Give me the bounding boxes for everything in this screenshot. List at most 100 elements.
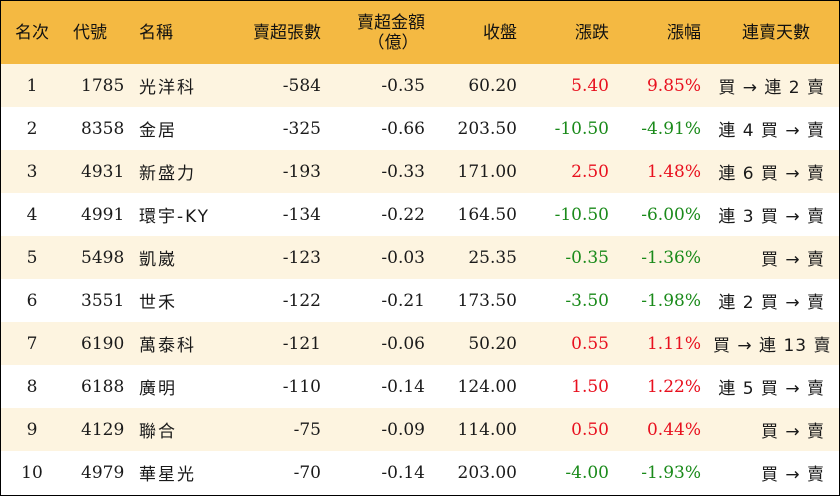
- header-streak[interactable]: 連賣天數: [742, 22, 810, 43]
- change-cell: 2.50: [571, 161, 609, 182]
- table-row[interactable]: 1 1785 光洋科 -584 -0.35 60.20 5.40 9.85% 買…: [1, 64, 839, 107]
- sell-lots-cell: -134: [282, 204, 321, 225]
- pct-cell: 1.11%: [646, 333, 701, 354]
- name-cell[interactable]: 光洋科: [139, 78, 196, 98]
- sell-lots-cell: -121: [282, 333, 321, 354]
- streak-cell: 連 5 買 → 賣: [718, 379, 825, 399]
- pct-cell: 9.85%: [646, 75, 701, 96]
- close-cell: 173.50: [457, 290, 517, 311]
- pct-cell: 1.48%: [646, 161, 701, 182]
- header-name[interactable]: 名稱: [139, 22, 173, 43]
- code-cell[interactable]: 4931: [81, 161, 125, 182]
- name-cell[interactable]: 廣明: [139, 379, 177, 399]
- table-row[interactable]: 6 3551 世禾 -122 -0.21 173.50 -3.50 -1.98%…: [1, 279, 839, 322]
- change-cell: 0.50: [571, 419, 609, 440]
- close-cell: 171.00: [457, 161, 517, 182]
- header-sell-amount[interactable]: 賣超金額 （億）: [333, 1, 437, 64]
- rank-cell: 10: [21, 462, 43, 483]
- name-cell[interactable]: 聯合: [139, 422, 177, 442]
- code-cell[interactable]: 4129: [81, 419, 125, 440]
- streak-cell: 買 → 連 13 賣: [713, 336, 832, 356]
- code-cell[interactable]: 3551: [81, 290, 125, 311]
- table-row[interactable]: 3 4931 新盛力 -193 -0.33 171.00 2.50 1.48% …: [1, 150, 839, 193]
- name-cell[interactable]: 金居: [139, 121, 177, 141]
- sell-lots-cell: -75: [293, 419, 321, 440]
- sell-amount-cell: -0.14: [381, 376, 425, 397]
- change-cell: -10.50: [554, 118, 609, 139]
- change-cell: 0.55: [571, 333, 609, 354]
- name-cell[interactable]: 華星光: [139, 465, 196, 485]
- table-row[interactable]: 9 4129 聯合 -75 -0.09 114.00 0.50 0.44% 買 …: [1, 408, 839, 451]
- name-cell[interactable]: 新盛力: [139, 164, 196, 184]
- sell-lots-cell: -584: [282, 75, 321, 96]
- header-row: 名次 代號 名稱 賣超張數 賣超金額 （億） 收盤 漲跌 漲幅 連賣天數: [1, 1, 839, 64]
- streak-cell: 買 → 連 2 賣: [718, 78, 825, 98]
- change-cell: 5.40: [571, 75, 609, 96]
- sell-amount-cell: -0.33: [381, 161, 425, 182]
- pct-cell: 1.22%: [646, 376, 701, 397]
- close-cell: 203.50: [457, 118, 517, 139]
- sell-amount-cell: -0.09: [381, 419, 425, 440]
- rank-cell: 9: [26, 419, 38, 440]
- sell-lots-cell: -110: [282, 376, 321, 397]
- code-cell[interactable]: 5498: [81, 247, 125, 268]
- sell-lots-cell: -123: [282, 247, 321, 268]
- pct-cell: 0.44%: [646, 419, 701, 440]
- code-cell[interactable]: 1785: [81, 75, 125, 96]
- pct-cell: -1.93%: [641, 462, 701, 483]
- code-cell[interactable]: 8358: [81, 118, 125, 139]
- rank-cell: 7: [26, 333, 38, 354]
- close-cell: 25.35: [468, 247, 517, 268]
- rank-cell: 3: [26, 161, 38, 182]
- rank-cell: 5: [26, 247, 38, 268]
- name-cell[interactable]: 萬泰科: [139, 336, 196, 356]
- streak-cell: 連 3 買 → 賣: [718, 207, 825, 227]
- table-row[interactable]: 2 8358 金居 -325 -0.66 203.50 -10.50 -4.91…: [1, 107, 839, 150]
- header-code[interactable]: 代號: [73, 22, 107, 43]
- change-cell: 1.50: [571, 376, 609, 397]
- streak-cell: 連 6 買 → 賣: [718, 164, 825, 184]
- pct-cell: -6.00%: [641, 204, 701, 225]
- table-row[interactable]: 8 6188 廣明 -110 -0.14 124.00 1.50 1.22% 連…: [1, 365, 839, 408]
- rank-cell: 2: [26, 118, 38, 139]
- name-cell[interactable]: 世禾: [139, 293, 177, 313]
- sell-amount-cell: -0.22: [381, 204, 425, 225]
- header-rank[interactable]: 名次: [15, 22, 49, 43]
- name-cell[interactable]: 凱崴: [139, 250, 177, 270]
- pct-cell: -1.36%: [641, 247, 701, 268]
- pct-cell: -4.91%: [641, 118, 701, 139]
- close-cell: 114.00: [457, 419, 517, 440]
- streak-cell: 連 2 買 → 賣: [718, 293, 825, 313]
- table-row[interactable]: 10 4979 華星光 -70 -0.14 203.00 -4.00 -1.93…: [1, 451, 839, 494]
- close-cell: 124.00: [457, 376, 517, 397]
- change-cell: -4.00: [565, 462, 609, 483]
- name-cell[interactable]: 環宇-KY: [139, 207, 211, 227]
- sell-amount-cell: -0.66: [381, 118, 425, 139]
- code-cell[interactable]: 4991: [81, 204, 125, 225]
- sell-amount-cell: -0.14: [381, 462, 425, 483]
- close-cell: 203.00: [457, 462, 517, 483]
- pct-cell: -1.98%: [641, 290, 701, 311]
- sell-lots-cell: -122: [282, 290, 321, 311]
- table-row[interactable]: 7 6190 萬泰科 -121 -0.06 50.20 0.55 1.11% 買…: [1, 322, 839, 365]
- sell-amount-cell: -0.06: [381, 333, 425, 354]
- sell-amount-cell: -0.35: [381, 75, 425, 96]
- header-close[interactable]: 收盤: [483, 22, 517, 43]
- rank-cell: 1: [26, 75, 38, 96]
- rank-cell: 6: [26, 290, 38, 311]
- code-cell[interactable]: 6190: [81, 333, 125, 354]
- close-cell: 50.20: [468, 333, 517, 354]
- table-row[interactable]: 5 5498 凱崴 -123 -0.03 25.35 -0.35 -1.36% …: [1, 236, 839, 279]
- close-cell: 60.20: [468, 75, 517, 96]
- sell-amount-cell: -0.03: [381, 247, 425, 268]
- code-cell[interactable]: 6188: [81, 376, 125, 397]
- header-pct[interactable]: 漲幅: [667, 22, 701, 43]
- sell-lots-cell: -70: [293, 462, 321, 483]
- header-sell-lots[interactable]: 賣超張數: [253, 22, 321, 43]
- rank-cell: 4: [26, 204, 38, 225]
- table-row[interactable]: 4 4991 環宇-KY -134 -0.22 164.50 -10.50 -6…: [1, 193, 839, 236]
- change-cell: -10.50: [554, 204, 609, 225]
- header-change[interactable]: 漲跌: [575, 22, 609, 43]
- code-cell[interactable]: 4979: [81, 462, 125, 483]
